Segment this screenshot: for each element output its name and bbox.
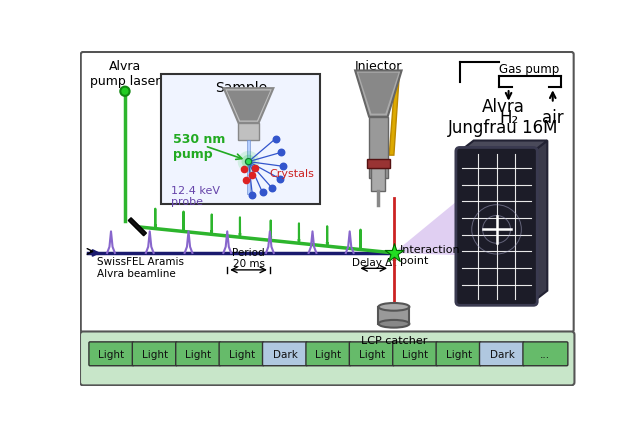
Bar bbox=[161, 75, 320, 204]
FancyBboxPatch shape bbox=[80, 332, 575, 385]
Bar bbox=[371, 169, 385, 192]
FancyBboxPatch shape bbox=[479, 342, 524, 366]
Circle shape bbox=[246, 159, 252, 165]
Text: 530 nm
pump: 530 nm pump bbox=[173, 133, 225, 161]
Text: Gas pump: Gas pump bbox=[499, 63, 559, 76]
Text: air: air bbox=[542, 109, 564, 127]
Text: Alvra
pump laser: Alvra pump laser bbox=[90, 60, 160, 88]
Text: Dark: Dark bbox=[490, 349, 515, 359]
Point bbox=[246, 173, 257, 180]
FancyBboxPatch shape bbox=[176, 342, 221, 366]
Circle shape bbox=[237, 151, 259, 173]
FancyBboxPatch shape bbox=[456, 148, 537, 306]
Point bbox=[388, 250, 399, 257]
Ellipse shape bbox=[378, 303, 410, 311]
Bar bbox=[378, 307, 410, 324]
Text: Sample: Sample bbox=[215, 80, 267, 95]
FancyBboxPatch shape bbox=[436, 342, 481, 366]
FancyBboxPatch shape bbox=[349, 342, 394, 366]
FancyBboxPatch shape bbox=[523, 342, 568, 366]
Polygon shape bbox=[394, 198, 461, 256]
Text: Crystals: Crystals bbox=[269, 168, 314, 178]
Point bbox=[276, 150, 286, 157]
Ellipse shape bbox=[378, 320, 410, 328]
Bar bbox=[247, 141, 250, 195]
Text: Light: Light bbox=[402, 349, 428, 359]
Point bbox=[278, 163, 288, 170]
Polygon shape bbox=[128, 218, 147, 236]
Point bbox=[271, 136, 281, 143]
FancyBboxPatch shape bbox=[132, 342, 177, 366]
Polygon shape bbox=[389, 75, 399, 156]
Polygon shape bbox=[355, 71, 402, 117]
Point bbox=[267, 185, 277, 192]
Text: Light: Light bbox=[141, 349, 168, 359]
Polygon shape bbox=[358, 74, 399, 114]
Text: Light: Light bbox=[316, 349, 342, 359]
Text: Dark: Dark bbox=[273, 349, 298, 359]
FancyBboxPatch shape bbox=[81, 53, 573, 332]
Text: SwissFEL Aramis
Alvra beamline: SwissFEL Aramis Alvra beamline bbox=[97, 256, 184, 278]
Text: Alvra
Jungfrau 16M: Alvra Jungfrau 16M bbox=[448, 98, 559, 137]
Circle shape bbox=[241, 155, 255, 169]
Text: Delay Δt: Delay Δt bbox=[351, 257, 396, 267]
Text: LCP catcher: LCP catcher bbox=[361, 335, 427, 345]
Text: Light: Light bbox=[228, 349, 255, 359]
FancyBboxPatch shape bbox=[219, 342, 264, 366]
Text: ...: ... bbox=[540, 349, 550, 359]
Bar bbox=[369, 117, 388, 179]
FancyBboxPatch shape bbox=[393, 342, 438, 366]
Polygon shape bbox=[227, 91, 270, 121]
Text: Injector: Injector bbox=[355, 60, 402, 73]
Text: Light: Light bbox=[99, 349, 124, 359]
Point bbox=[257, 190, 268, 197]
Point bbox=[239, 167, 249, 174]
Point bbox=[241, 177, 252, 184]
Text: Light: Light bbox=[445, 349, 472, 359]
Polygon shape bbox=[224, 89, 273, 124]
Bar bbox=[367, 160, 390, 169]
Text: 12.4 keV
probe: 12.4 keV probe bbox=[171, 185, 220, 207]
Circle shape bbox=[244, 158, 252, 166]
Point bbox=[247, 193, 257, 200]
Polygon shape bbox=[460, 141, 547, 152]
FancyBboxPatch shape bbox=[262, 342, 307, 366]
Circle shape bbox=[120, 87, 129, 97]
FancyBboxPatch shape bbox=[306, 342, 351, 366]
Text: Light: Light bbox=[185, 349, 211, 359]
Text: Period
20 ms: Period 20 ms bbox=[232, 247, 265, 269]
Polygon shape bbox=[533, 141, 547, 302]
Bar bbox=[239, 124, 259, 141]
Point bbox=[250, 165, 260, 172]
Text: H₂: H₂ bbox=[499, 109, 518, 127]
Text: Light: Light bbox=[359, 349, 385, 359]
Text: Interaction
point: Interaction point bbox=[400, 244, 461, 266]
Point bbox=[275, 176, 285, 183]
FancyBboxPatch shape bbox=[89, 342, 134, 366]
